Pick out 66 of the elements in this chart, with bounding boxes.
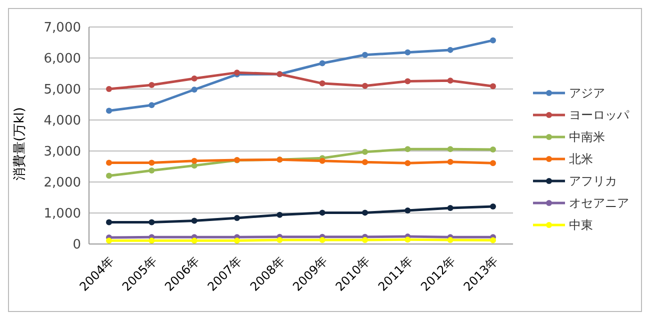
point — [148, 168, 155, 174]
point — [191, 238, 198, 244]
point — [148, 219, 155, 226]
point — [362, 82, 368, 89]
point — [319, 158, 326, 164]
y-tick-label: 4,000 — [44, 114, 81, 129]
legend-label: アフリカ — [569, 172, 617, 190]
point — [276, 212, 283, 218]
point — [106, 219, 112, 226]
point — [404, 146, 411, 152]
point — [319, 236, 326, 243]
point — [191, 75, 198, 82]
point — [490, 203, 496, 210]
point — [404, 78, 411, 84]
point — [191, 158, 198, 164]
y-tick-label: 1,000 — [44, 206, 81, 222]
point — [106, 238, 112, 244]
legend-label: 中南米 — [569, 128, 605, 146]
point — [191, 86, 198, 93]
y-tick-label: 3,000 — [44, 144, 81, 160]
point — [148, 82, 155, 88]
y-tick-label: 5,000 — [44, 82, 81, 98]
point — [404, 49, 411, 56]
point — [447, 236, 454, 243]
point — [490, 237, 496, 244]
point — [148, 238, 155, 244]
point — [148, 160, 155, 166]
point — [447, 146, 454, 152]
point — [106, 172, 112, 179]
legend-label: アジア — [569, 84, 605, 102]
point — [447, 46, 454, 53]
point — [234, 214, 240, 221]
point — [362, 148, 368, 155]
point — [362, 52, 368, 58]
y-axis-title: 消費量(万kl) — [12, 107, 28, 180]
legend-label: 北米 — [569, 150, 593, 168]
point — [191, 218, 198, 224]
point — [319, 210, 326, 216]
point — [490, 83, 496, 90]
legend-label: ヨーロッパ — [569, 106, 629, 124]
point — [362, 159, 368, 166]
y-tick-label: 2,000 — [44, 176, 81, 191]
point — [106, 108, 112, 114]
y-tick-label: 7,000 — [44, 20, 81, 36]
point — [148, 102, 155, 108]
point — [362, 210, 368, 216]
legend-label: 中東 — [569, 216, 593, 234]
point — [362, 236, 368, 243]
legend-label: オセアニア — [569, 194, 629, 212]
point — [106, 160, 112, 166]
point — [490, 160, 496, 166]
point — [447, 158, 454, 165]
point — [490, 146, 496, 152]
point — [490, 37, 496, 44]
point — [319, 80, 326, 86]
point — [319, 60, 326, 66]
point — [404, 236, 411, 243]
point — [404, 160, 411, 166]
point — [234, 238, 240, 244]
point — [404, 208, 411, 214]
y-tick-label: 6,000 — [44, 52, 81, 67]
point — [447, 78, 454, 84]
point — [106, 86, 112, 92]
point — [276, 236, 283, 243]
point — [447, 205, 454, 212]
y-tick-label: 0 — [72, 238, 81, 253]
